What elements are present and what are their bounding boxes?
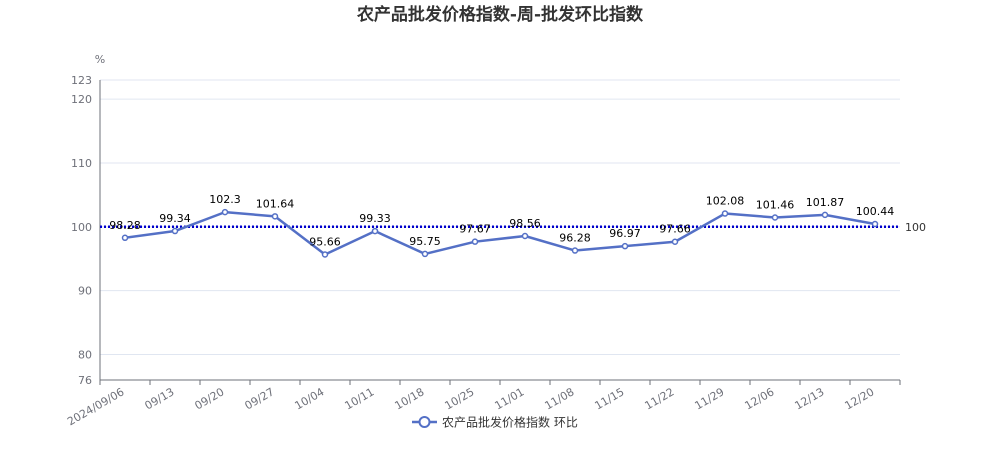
data-point[interactable] [721,210,729,217]
data-point[interactable] [271,213,279,220]
data-point[interactable] [621,242,629,250]
legend-marker-icon [418,416,431,428]
data-label: 99.34 [159,212,191,225]
x-tick-label: 11/15 [593,385,627,412]
data-point[interactable] [221,208,229,216]
y-tick-label: 90 [78,285,92,298]
data-label: 97.66 [659,223,691,236]
data-point[interactable] [321,251,329,258]
grid-lines [100,79,900,381]
x-tick-label: 09/13 [143,385,177,412]
axes [99,80,901,385]
x-tick-label: 11/08 [543,385,577,412]
data-point[interactable] [371,227,379,235]
data-label: 101.46 [756,198,795,211]
data-point[interactable] [571,247,579,254]
data-label: 101.87 [806,196,845,209]
x-tick-label: 11/01 [493,385,527,412]
legend[interactable]: 农产品批发价格指数 环比 [412,415,578,430]
data-label: 98.28 [109,219,141,232]
y-tick-label: 100 [71,221,92,234]
x-tick-label: 11/29 [693,385,727,412]
data-label: 96.28 [559,232,591,245]
data-label: 99.33 [359,212,391,225]
chart-title: 农产品批发价格指数-周-批发环比指数 [356,4,644,25]
data-point[interactable] [121,234,129,242]
x-tick-label: 10/18 [393,385,427,412]
data-point[interactable] [421,250,429,258]
data-label: 96.97 [609,227,641,240]
series-line [124,210,876,256]
y-tick-label: 80 [78,348,92,361]
data-label: 95.75 [409,235,441,248]
data-label: 100.44 [856,205,895,218]
x-tick-label: 09/27 [243,385,277,412]
data-point[interactable] [521,232,529,240]
y-tick-label: 76 [78,374,92,387]
y-tick-labels: 76 80 90 100 110 120 123 [71,74,92,387]
data-label: 101.64 [256,197,295,210]
y-tick-label: 120 [71,93,92,106]
data-label: 97.67 [459,223,491,236]
data-point[interactable] [471,238,479,245]
x-tick-label: 11/22 [643,385,677,412]
reference-line-group: 100 [100,221,926,234]
data-label: 98.56 [509,217,541,230]
x-tick-label: 10/25 [443,385,477,412]
data-point[interactable] [821,211,829,219]
y-axis-unit: % [95,53,105,66]
x-tick-label: 2024/09/06 [65,385,126,428]
data-point[interactable] [671,238,679,245]
x-tick-label: 12/20 [843,385,877,412]
data-label: 95.66 [309,236,341,249]
series-group: 98.28 99.34 102.3 101.64 95.66 99.33 95.75 97.6… [109,193,895,258]
x-tick-label: 10/11 [343,385,377,412]
data-point[interactable] [871,220,879,228]
y-tick-label: 123 [71,74,92,87]
legend-label[interactable]: 农产品批发价格指数 环比 [442,415,578,430]
data-point[interactable] [171,227,179,235]
y-tick-label: 110 [71,157,92,170]
data-label: 102.3 [209,193,241,206]
x-tick-label: 10/04 [293,385,327,412]
x-tick-label: 12/06 [743,385,777,412]
x-tick-label: 09/20 [193,385,227,412]
data-point[interactable] [771,214,779,221]
reference-line-label: 100 [905,221,926,234]
data-label: 102.08 [706,195,745,208]
x-tick-label: 12/13 [793,385,827,412]
